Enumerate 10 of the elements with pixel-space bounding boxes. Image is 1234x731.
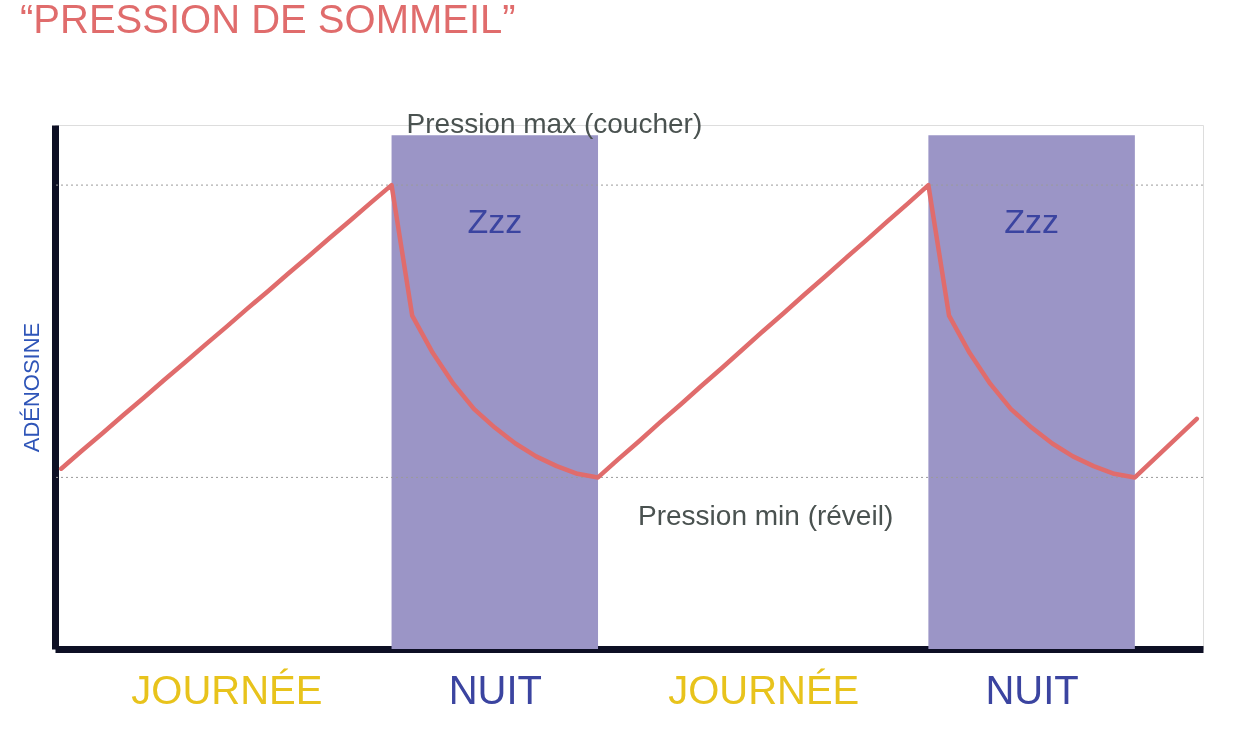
x-tick-label: JOURNÉE xyxy=(131,667,323,712)
ref-line-label: Pression min (réveil) xyxy=(638,500,894,532)
x-tick-label: JOURNÉE xyxy=(668,667,860,712)
ref-line-label: Pression max (coucher) xyxy=(406,108,703,140)
y-axis-title: ADÉNOSINE xyxy=(18,322,44,453)
x-tick-label: NUIT xyxy=(448,667,542,712)
annotation: Zzz xyxy=(1004,201,1060,240)
chart-title: “PRESSION DE SOMMEIL” xyxy=(20,0,516,42)
annotation: Zzz xyxy=(467,201,523,240)
x-tick-label: NUIT xyxy=(985,667,1079,712)
